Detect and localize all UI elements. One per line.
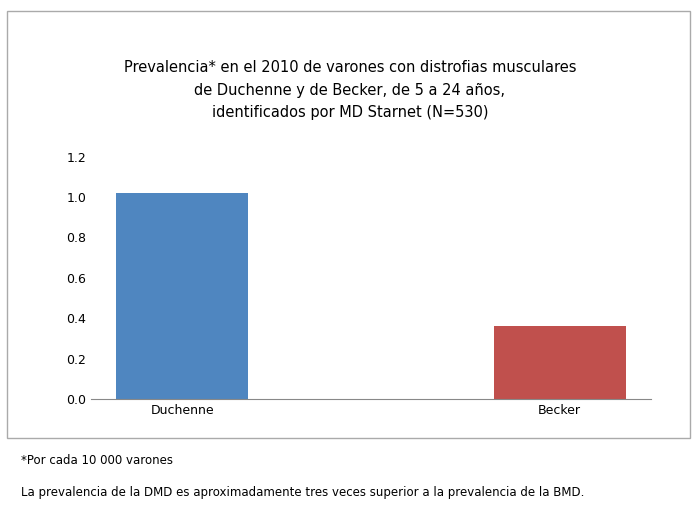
Bar bbox=[494, 327, 626, 399]
Bar bbox=[116, 193, 248, 399]
Text: Prevalencia* en el 2010 de varones con distrofias musculares
de Duchenne y de Be: Prevalencia* en el 2010 de varones con d… bbox=[124, 60, 576, 120]
Text: *Por cada 10 000 varones: *Por cada 10 000 varones bbox=[21, 454, 173, 467]
Text: La prevalencia de la DMD es aproximadamente tres veces superior a la prevalencia: La prevalencia de la DMD es aproximadame… bbox=[21, 486, 584, 499]
